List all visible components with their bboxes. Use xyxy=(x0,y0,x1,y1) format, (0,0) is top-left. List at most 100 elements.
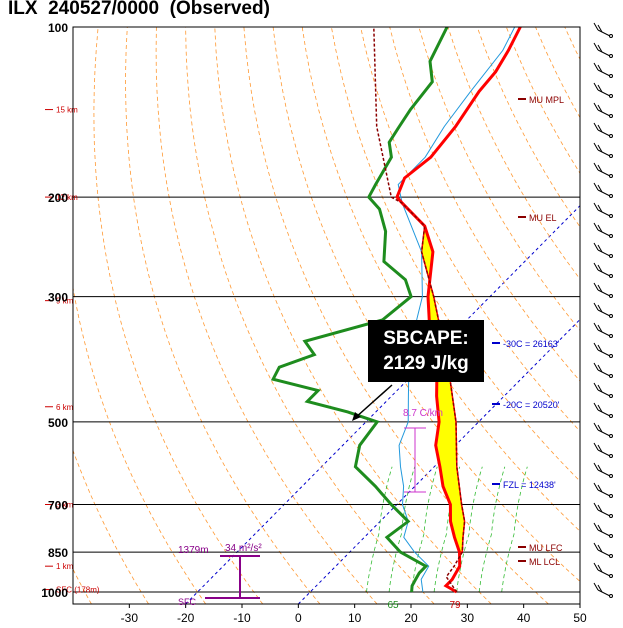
wind-barb-flag xyxy=(593,342,599,351)
wind-barb-dot xyxy=(609,194,613,198)
wind-barb-dot xyxy=(609,354,613,358)
cape-area xyxy=(420,225,466,553)
wind-barb-dot xyxy=(609,174,613,178)
wind-barb-staff xyxy=(597,149,611,157)
cape-callout: SBCAPE: 2129 J/kg xyxy=(368,320,484,382)
wind-barb-staff xyxy=(597,589,611,597)
wind-barb-dot xyxy=(609,394,613,398)
x-tick-label: -10 xyxy=(233,611,251,625)
mu-lfc-label: MU LFC xyxy=(529,543,563,553)
wind-barb-staff xyxy=(597,549,611,557)
wind-barb-dot xyxy=(609,554,613,558)
x-tick-label: 40 xyxy=(517,611,531,625)
wind-barb-dot xyxy=(609,74,613,78)
dry-adiabat xyxy=(476,27,580,228)
wind-barb-flag xyxy=(597,584,603,593)
pressure-label: 500 xyxy=(48,416,68,430)
callout-arrowhead xyxy=(352,412,361,421)
x-tick-label: 20 xyxy=(404,611,418,625)
wind-barb-dot xyxy=(609,314,613,318)
dry-adiabat xyxy=(360,27,580,432)
wind-barb-flag xyxy=(593,222,599,231)
moist-adiabat xyxy=(456,466,483,593)
wind-barb-dot xyxy=(609,534,613,538)
wind-barb-flag xyxy=(593,322,599,331)
isobars xyxy=(73,26,580,593)
sfc-temp-label: 79 xyxy=(449,600,461,611)
wind-barbs xyxy=(593,22,613,598)
wind-barb-flag xyxy=(593,402,599,411)
height-ticks: 15 km 12 km 9 km 6 km 3 km 1 km SFC (178m) xyxy=(45,106,100,595)
wind-barb-flag xyxy=(593,362,599,371)
height-label: SFC (178m) xyxy=(56,586,100,595)
wind-barb-flag xyxy=(597,544,603,553)
wind-barb-staff xyxy=(597,269,611,277)
wind-barb-dot xyxy=(609,494,613,498)
wind-barb-dot xyxy=(609,234,613,238)
wind-barb-flag xyxy=(593,442,599,451)
wind-barb-dot xyxy=(609,154,613,158)
wind-barb-dot xyxy=(609,474,613,478)
wind-barb-flag xyxy=(597,104,603,113)
dry-adiabat xyxy=(272,27,580,582)
wind-barb-flag xyxy=(593,122,599,131)
wind-barb-flag xyxy=(597,304,603,313)
wind-barb-flag xyxy=(597,424,603,433)
wind-barb-dot xyxy=(609,434,613,438)
wind-barb-flag xyxy=(597,204,603,213)
wind-barb-staff xyxy=(597,309,611,317)
wind-barb-flag xyxy=(597,284,603,293)
wind-barb-flag xyxy=(597,364,603,373)
sfc-label: SFC xyxy=(178,597,197,607)
mu-el-label: MU EL xyxy=(529,213,557,223)
wind-barb-flag xyxy=(593,382,599,391)
moist-adiabat xyxy=(388,466,416,593)
height-label: 1 km xyxy=(56,562,74,571)
wind-barb-staff xyxy=(597,489,611,497)
wind-barb-dot xyxy=(609,514,613,518)
wind-barb-staff xyxy=(597,189,611,197)
wind-barb-staff xyxy=(597,109,611,117)
wind-barb-dot xyxy=(609,54,613,58)
wind-barb-staff xyxy=(597,129,611,137)
m20c-label: -20C = 20520' xyxy=(503,400,560,410)
wind-barb-flag xyxy=(597,124,603,133)
background-lines xyxy=(73,27,580,604)
height-label: 12 km xyxy=(56,193,78,202)
profile-traces xyxy=(270,27,522,594)
annotations: MU MPL MU EL MU LFC ML LCL -30C = 26163' -20C… xyxy=(178,95,564,611)
wind-barb-flag xyxy=(597,344,603,353)
wind-barb-dot xyxy=(609,34,613,38)
callout-arrow xyxy=(354,384,393,419)
wind-barb-dot xyxy=(609,94,613,98)
wind-barb-flag xyxy=(593,162,599,171)
wind-barb-staff xyxy=(597,289,611,297)
sfc-dew-label: 65 xyxy=(387,600,399,611)
m30c-label: -30C = 26163' xyxy=(503,339,560,349)
fzl-label: FZL = 12438' xyxy=(503,480,556,490)
cape-callout-line2: 2129 J/kg xyxy=(383,353,469,374)
dry-adiabat xyxy=(447,27,580,280)
wind-barb-flag xyxy=(593,182,599,191)
wind-barb-staff xyxy=(597,69,611,77)
wind-barb-flag xyxy=(593,102,599,111)
wind-barb-flag xyxy=(597,84,603,93)
wind-barb-dot xyxy=(609,334,613,338)
wind-barb-flag xyxy=(597,384,603,393)
height-label: 15 km xyxy=(56,106,78,115)
wind-barb-flag xyxy=(597,504,603,513)
wind-barb-dot xyxy=(609,574,613,578)
mu-mpl-label: MU MPL xyxy=(529,95,564,105)
wetbulb-trace xyxy=(397,27,516,593)
wind-barb-flag xyxy=(597,44,603,53)
dry-adiabat xyxy=(214,27,492,604)
wind-barb-flag xyxy=(597,64,603,73)
wind-barb-staff xyxy=(597,409,611,417)
wind-barb-flag xyxy=(593,462,599,471)
dewpoint-trace xyxy=(270,27,449,593)
moist-adiabat xyxy=(411,466,438,593)
wind-barb-dot xyxy=(609,414,613,418)
srh-value-label: 34 m²/s² xyxy=(225,543,262,554)
wind-barb-flag xyxy=(593,482,599,491)
